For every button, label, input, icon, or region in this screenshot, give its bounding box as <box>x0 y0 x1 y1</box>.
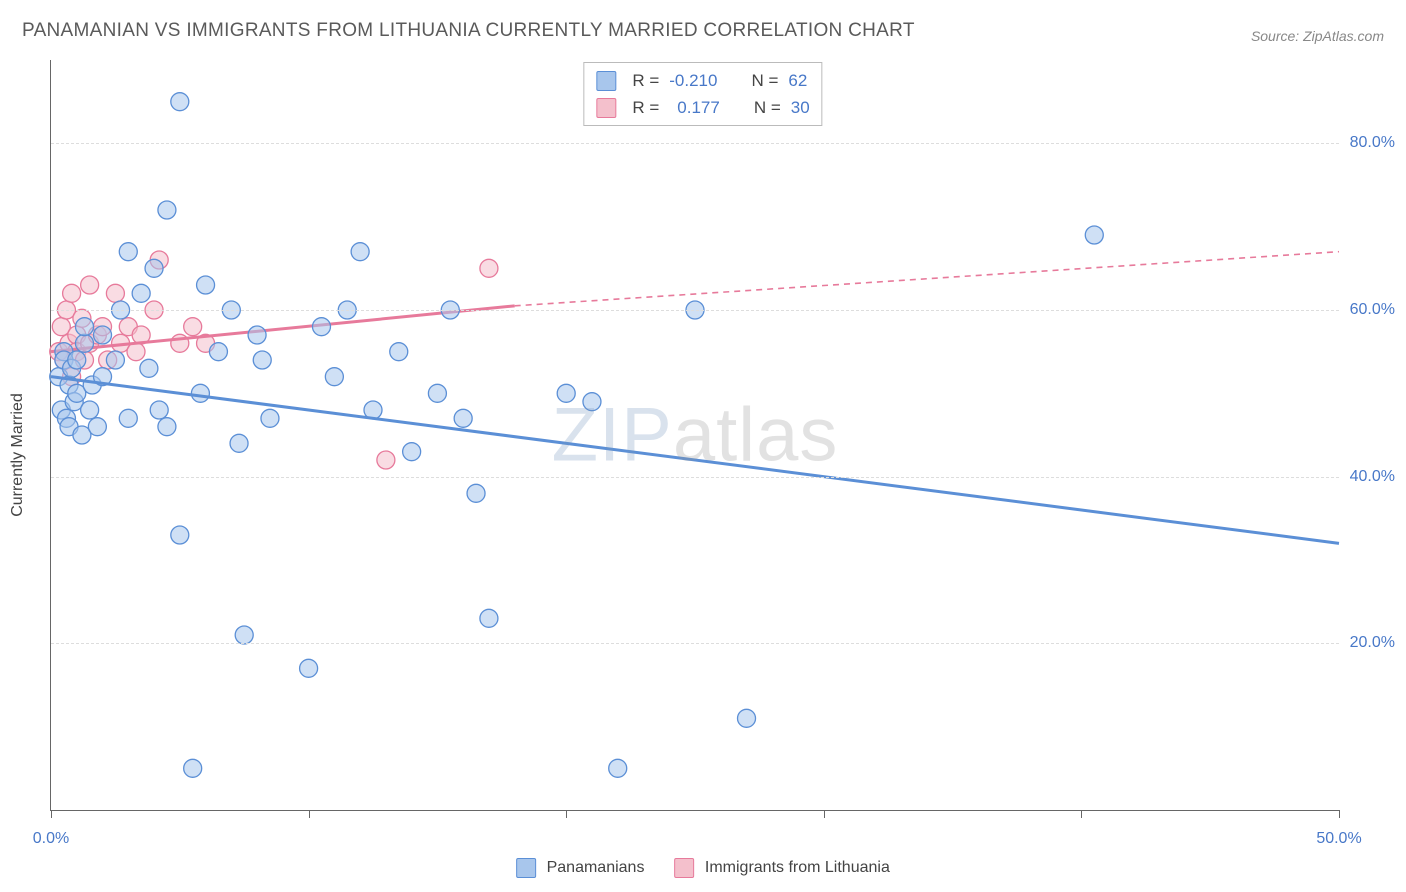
legend-item-lithuania: Immigrants from Lithuania <box>674 858 889 878</box>
data-point <box>377 451 395 469</box>
gridline <box>51 643 1339 644</box>
plot-svg <box>51 60 1339 810</box>
data-point <box>75 334 93 352</box>
stats-r-value-lithuania: 0.177 <box>669 94 720 121</box>
gridline <box>51 143 1339 144</box>
data-point <box>94 326 112 344</box>
data-point <box>454 409 472 427</box>
x-tick-label: 0.0% <box>33 830 69 848</box>
data-point <box>140 359 158 377</box>
y-tick-label: 40.0% <box>1350 468 1395 486</box>
data-point <box>253 351 271 369</box>
stats-n-label: N = <box>754 94 781 121</box>
legend-item-panamanians: Panamanians <box>516 858 644 878</box>
regression-line <box>51 377 1339 544</box>
stats-row-panamanians: R = -0.210 N = 62 <box>596 67 809 94</box>
stats-legend-box: R = -0.210 N = 62 R = 0.177 N = 30 <box>583 62 822 126</box>
data-point <box>106 351 124 369</box>
data-point <box>312 318 330 336</box>
data-point <box>248 326 266 344</box>
x-tick <box>1339 810 1340 818</box>
x-tick <box>1081 810 1082 818</box>
data-point <box>738 709 756 727</box>
stats-row-lithuania: R = 0.177 N = 30 <box>596 94 809 121</box>
swatch-panamanians <box>596 71 616 91</box>
stats-r-label: R = <box>632 67 659 94</box>
data-point <box>467 484 485 502</box>
plot-area: ZIPatlas 20.0%40.0%60.0%80.0%0.0%50.0% <box>50 60 1339 811</box>
gridline <box>51 477 1339 478</box>
data-point <box>583 393 601 411</box>
data-point <box>428 384 446 402</box>
stats-r-label: R = <box>632 94 659 121</box>
data-point <box>191 384 209 402</box>
y-tick-label: 60.0% <box>1350 301 1395 319</box>
data-point <box>132 284 150 302</box>
data-point <box>403 443 421 461</box>
x-tick <box>309 810 310 818</box>
data-point <box>158 418 176 436</box>
data-point <box>119 243 137 261</box>
data-point <box>261 409 279 427</box>
source-credit: Source: ZipAtlas.com <box>1251 28 1384 44</box>
x-tick <box>566 810 567 818</box>
x-tick <box>51 810 52 818</box>
legend-label-panamanians: Panamanians <box>547 859 645 876</box>
data-point <box>171 93 189 111</box>
y-tick-label: 80.0% <box>1350 134 1395 152</box>
data-point <box>68 351 86 369</box>
data-point <box>150 401 168 419</box>
data-point <box>557 384 575 402</box>
gridline <box>51 310 1339 311</box>
swatch-panamanians-icon <box>516 858 536 878</box>
data-point <box>480 259 498 277</box>
stats-r-value-panamanians: -0.210 <box>669 67 717 94</box>
data-point <box>145 259 163 277</box>
data-point <box>351 243 369 261</box>
data-point <box>171 526 189 544</box>
swatch-lithuania-icon <box>674 858 694 878</box>
data-point <box>106 284 124 302</box>
data-point <box>480 609 498 627</box>
data-point <box>235 626 253 644</box>
legend-label-lithuania: Immigrants from Lithuania <box>705 859 890 876</box>
data-point <box>230 434 248 452</box>
stats-n-label: N = <box>751 67 778 94</box>
chart-title: PANAMANIAN VS IMMIGRANTS FROM LITHUANIA … <box>22 20 915 42</box>
data-point <box>75 318 93 336</box>
data-point <box>325 368 343 386</box>
data-point <box>184 759 202 777</box>
x-tick <box>824 810 825 818</box>
regression-line-dashed <box>515 252 1339 306</box>
stats-n-value-lithuania: 30 <box>791 94 810 121</box>
x-tick-label: 50.0% <box>1316 830 1361 848</box>
swatch-lithuania <box>596 98 616 118</box>
stats-n-value-panamanians: 62 <box>788 67 807 94</box>
data-point <box>197 276 215 294</box>
data-point <box>81 276 99 294</box>
data-point <box>1085 226 1103 244</box>
data-point <box>390 343 408 361</box>
data-point <box>158 201 176 219</box>
legend-bottom: Panamanians Immigrants from Lithuania <box>516 858 890 878</box>
data-point <box>119 409 137 427</box>
data-point <box>609 759 627 777</box>
data-point <box>209 343 227 361</box>
data-point <box>63 284 81 302</box>
y-axis-label: Currently Married <box>9 393 27 517</box>
data-point <box>88 418 106 436</box>
data-point <box>300 659 318 677</box>
y-tick-label: 20.0% <box>1350 634 1395 652</box>
data-point <box>184 318 202 336</box>
data-point <box>81 401 99 419</box>
